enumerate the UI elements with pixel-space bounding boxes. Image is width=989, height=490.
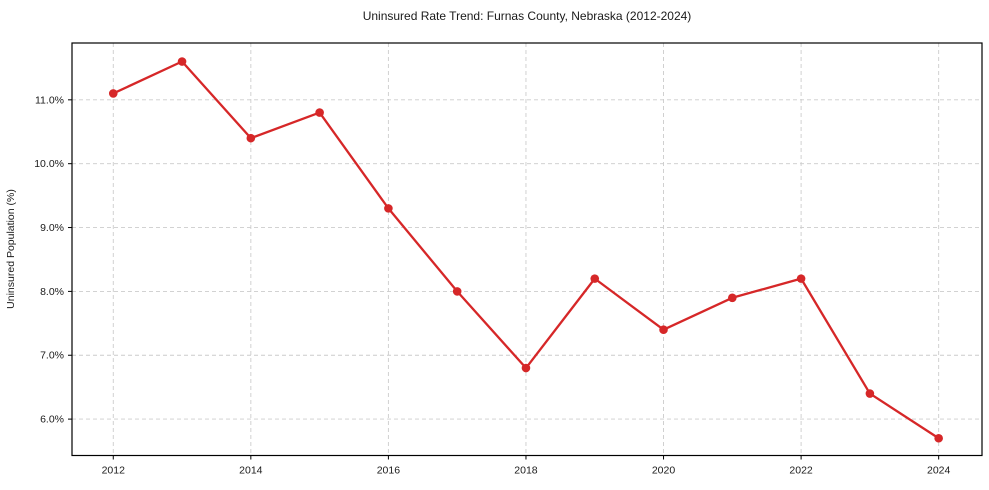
- y-axis-label: Uninsured Population (%): [5, 189, 17, 309]
- data-point-2019: [590, 274, 600, 283]
- data-point-2022: [796, 274, 806, 283]
- x-tick-label: 2014: [239, 465, 263, 477]
- data-point-2013: [177, 57, 187, 66]
- data-point-2021: [728, 293, 737, 303]
- tick-layer: 2012 2014 2016 2018 2020 2022 2024 6.0% 7.0% 8.0%…: [34, 94, 950, 476]
- data-point-2023: [865, 389, 875, 398]
- x-tick-label: 2020: [652, 465, 676, 477]
- y-tick-label: 9.0%: [40, 222, 64, 234]
- y-tick-label: 11.0%: [35, 94, 64, 106]
- data-point-2014: [246, 133, 256, 143]
- data-point-2020: [659, 325, 668, 335]
- x-tick-label: 2024: [927, 465, 951, 477]
- series-layer: [108, 57, 943, 443]
- data-point-2024: [934, 433, 943, 443]
- chart-title: Uninsured Rate Trend: Furnas County, Neb…: [363, 9, 692, 23]
- y-tick-label: 6.0%: [40, 414, 64, 426]
- data-point-2017: [452, 287, 462, 296]
- x-tick-label: 2012: [102, 465, 126, 477]
- y-tick-label: 10.0%: [34, 158, 64, 170]
- plot-border: [71, 42, 983, 457]
- y-tick-label: 8.0%: [40, 286, 64, 298]
- x-tick-label: 2022: [789, 465, 813, 477]
- x-tick-label: 2018: [514, 465, 538, 477]
- label-layer: Uninsured Rate Trend: Furnas County, Neb…: [5, 9, 691, 309]
- grid-layer: [72, 43, 982, 456]
- data-point-2012: [108, 89, 118, 98]
- data-point-2018: [521, 363, 531, 373]
- data-point-2015: [315, 108, 324, 117]
- x-tick-label: 2016: [377, 465, 401, 477]
- data-point-2016: [384, 204, 393, 213]
- y-tick-label: 7.0%: [40, 350, 64, 362]
